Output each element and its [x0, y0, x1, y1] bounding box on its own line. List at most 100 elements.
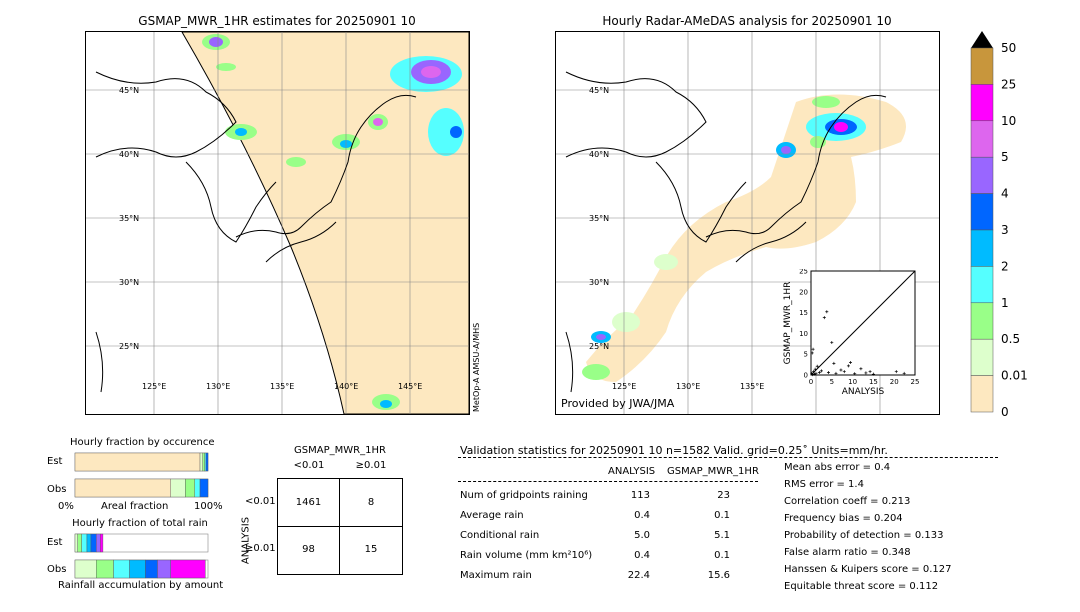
rain-fraction-chart [74, 532, 209, 580]
scatter-point [811, 370, 815, 374]
scatter-inset: 0 5 10 15 20 25 0 5 10 15 20 25 ANALYSIS GSMAP_MWR_1H… [781, 268, 921, 398]
left-map-grid [86, 32, 469, 414]
contingency-cell-11: 15 [364, 544, 378, 555]
left-lon-label-130: 130°E [206, 382, 231, 391]
scatter-point [894, 370, 898, 374]
scatter-ylabel: GSMAP_MWR_1HR [783, 282, 793, 365]
scatter-point [868, 370, 872, 374]
colorbar-swatch [970, 375, 994, 413]
scatter-ytick: 5 [804, 351, 808, 359]
validation-row-gsmap: 0.1 [714, 510, 730, 521]
left-lat-label-30: 30°N [119, 278, 140, 287]
colorbar-swatch [970, 338, 994, 376]
rain-fraction-xlabel: Rainfall accumulation by amount [58, 580, 224, 591]
validation-row-gsmap: 5.1 [714, 530, 730, 541]
scatter-point [826, 371, 830, 375]
right-map-canvas [556, 32, 939, 414]
occurrence-chart [74, 451, 209, 499]
left-map: 45°N 40°N 35°N 30°N 25°N 125°E 130°E 135… [85, 31, 470, 415]
validation-score: Mean abs error = 0.4 [784, 462, 891, 473]
fraction-bar-segment [77, 533, 82, 553]
validation-rule-top [458, 457, 998, 458]
validation-row-label: Rain volume (mm km²10⁶) [460, 550, 593, 561]
fraction-bar-segment [86, 533, 92, 553]
scatter-xtick: 10 [848, 378, 857, 386]
colorbar-label: 0.01 [1001, 369, 1028, 383]
validation-score: RMS error = 1.4 [784, 479, 864, 490]
scatter-point [830, 341, 834, 345]
contingency-row-1: ≥0.01 [245, 543, 276, 554]
fraction-bar-segment [74, 559, 97, 579]
contingency-col-1: ≥0.01 [355, 460, 387, 471]
fraction-bar-segment [170, 559, 206, 579]
colorbar-label: 50 [1001, 41, 1016, 55]
left-lon-label-135: 135°E [270, 382, 295, 391]
fraction-bar-segment [157, 559, 171, 579]
fraction-bar-segment [170, 478, 186, 498]
colorbar-label: 1 [1001, 296, 1009, 310]
right-map: 45°N 40°N 35°N 30°N 25°N 125°E 130°E 135… [555, 31, 940, 415]
right-lat-label-35: 35°N [589, 214, 610, 223]
scatter-xtick: 20 [890, 378, 899, 386]
scatter-point [839, 368, 843, 372]
validation-row-gsmap: 15.6 [707, 570, 730, 581]
scatter-point [815, 364, 819, 368]
validation-row-label: Average rain [460, 510, 524, 521]
rain-fraction-est-label: Est [47, 537, 63, 548]
scatter-diagonal [810, 270, 916, 376]
left-lat-label-35: 35°N [119, 214, 140, 223]
rain-fraction-obs-label: Obs [47, 564, 67, 575]
validation-score: Correlation coeff = 0.213 [784, 496, 911, 507]
left-lat-label-40: 40°N [119, 150, 140, 159]
provider-label: Provided by JWA/JMA [561, 397, 675, 410]
validation-row-gsmap: 23 [717, 490, 730, 501]
scatter-point [849, 361, 853, 365]
scatter-point [846, 364, 850, 368]
colorbar-swatch [970, 193, 994, 231]
occurrence-x-right: 100% [194, 501, 223, 512]
occurrence-est-label: Est [47, 456, 63, 467]
right-coastlines [565, 71, 887, 393]
scatter-point [811, 373, 815, 377]
occurrence-x-left: 0% [58, 501, 74, 512]
scatter-xlabel: ANALYSIS [842, 387, 885, 394]
left-lon-label-125: 125°E [142, 382, 167, 391]
fraction-bar-segment [185, 478, 195, 498]
right-rain-blobs [582, 96, 866, 380]
validation-row-label: Maximum rain [460, 570, 532, 581]
fraction-bar-segment [113, 559, 130, 579]
colorbar-swatch [970, 120, 994, 158]
scatter-xtick: 15 [869, 378, 878, 386]
scatter-point [812, 372, 816, 376]
rain-fraction-title: Hourly fraction of total rain [72, 518, 208, 529]
scatter-ytick: 20 [799, 288, 808, 296]
right-lon-label-130: 130°E [676, 382, 701, 391]
scatter-point [819, 369, 823, 373]
validation-col-gsmap: GSMAP_MWR_1HR [667, 466, 759, 477]
colorbar-swatch [970, 266, 994, 304]
contingency-col-0: <0.01 [293, 460, 325, 471]
fraction-bar-segment [74, 478, 171, 498]
validation-header: Validation statistics for 20250901 10 n=… [460, 444, 888, 457]
right-lat-label-40: 40°N [589, 150, 610, 159]
left-map-title: GSMAP_MWR_1HR estimates for 20250901 10 [138, 14, 416, 28]
scatter-point [825, 310, 829, 314]
colorbar-swatch [970, 84, 994, 122]
scatter-point [853, 372, 857, 376]
rain-fraction-bars [74, 533, 209, 579]
colorbar-label: 5 [1001, 150, 1009, 164]
validation-row-label: Conditional rain [460, 530, 540, 541]
fraction-bar-segment [96, 559, 114, 579]
scatter-point [871, 372, 875, 376]
validation-score: Equitable threat score = 0.112 [784, 581, 939, 592]
colorbar-canvas: 50 25 10 5 4 3 2 1 0.5 0.01 0 [970, 31, 1028, 419]
validation-row-analysis: 0.4 [634, 550, 650, 561]
contingency-hdivider [278, 526, 402, 527]
scatter-ytick: 25 [799, 269, 808, 276]
colorbar-swatch [970, 156, 994, 194]
fraction-bar-segment [129, 559, 146, 579]
fraction-bar-segment [74, 533, 78, 553]
fraction-bar-segment [199, 478, 209, 498]
contingency-title: GSMAP_MWR_1HR [294, 445, 386, 456]
scatter-point [822, 316, 826, 320]
